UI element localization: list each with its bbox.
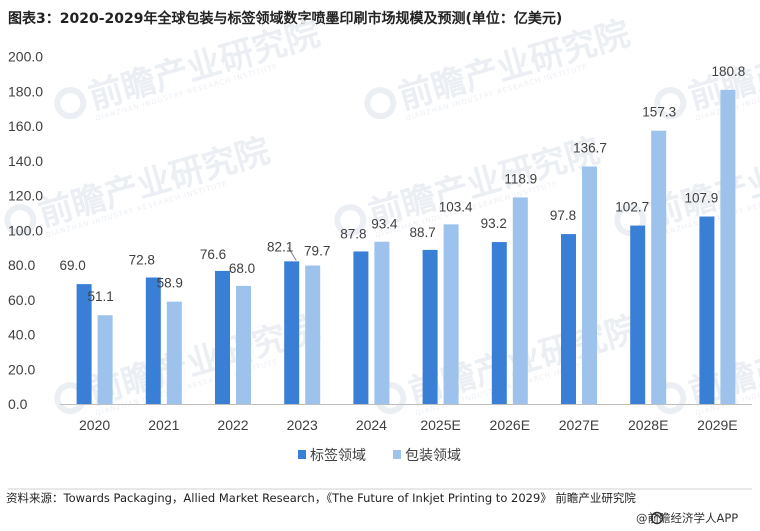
- bar-packaging-domain: [582, 166, 597, 404]
- data-label-packaging-domain: 51.1: [87, 289, 113, 304]
- data-label-label-domain: 72.8: [129, 253, 155, 268]
- y-tick-label: 0.0: [8, 396, 28, 412]
- watermark-circle-icon: [4, 204, 37, 237]
- bar-packaging-domain: [305, 265, 321, 404]
- x-tick-label: 2021: [148, 417, 179, 433]
- y-axis: 0.0 20.0 40.0 60.0 80.0 100.0 120.0 140.0 160.0 1…: [8, 49, 43, 413]
- brand-label: @前瞻经济学人APP: [636, 511, 738, 525]
- bar-packaging-domain: [166, 301, 182, 404]
- y-tick-label: 100.0: [8, 222, 43, 238]
- y-tick-label: 20.0: [8, 361, 35, 377]
- y-tick-label: 180.0: [8, 83, 43, 99]
- data-label-label-domain: 97.8: [550, 208, 576, 223]
- data-label-packaging-domain: 118.9: [504, 171, 537, 186]
- data-label-packaging-domain: 136.7: [573, 140, 607, 155]
- bar-label-domain: [699, 216, 715, 404]
- x-tick-label: 2023: [287, 417, 318, 433]
- bar-packaging-domain: [236, 285, 251, 404]
- data-label-label-domain: 87.8: [340, 226, 366, 241]
- legend-label: 标签领域: [310, 447, 366, 464]
- label-leader-line: [287, 247, 297, 261]
- bar-label-domain: [353, 251, 369, 404]
- y-tick-label: 160.0: [8, 118, 43, 134]
- data-label-packaging-domain: 157.3: [642, 105, 676, 120]
- y-tick-label: 60.0: [8, 292, 35, 308]
- bar-label-domain: [561, 234, 576, 404]
- bar-packaging-domain: [720, 89, 736, 405]
- data-label-label-domain: 107.9: [685, 191, 719, 206]
- brand-logo-icon: [650, 511, 664, 525]
- bar-label-domain: [630, 225, 646, 404]
- bars-layer: [76, 89, 736, 405]
- watermark-circle-icon: [54, 87, 87, 120]
- legend: 标签领域 包装领域: [298, 447, 461, 464]
- y-tick-label: 40.0: [8, 327, 35, 343]
- legend-swatch: [393, 450, 401, 459]
- bar-label-domain: [284, 261, 300, 404]
- data-label-label-domain: 93.2: [481, 216, 507, 231]
- bar-packaging-domain: [97, 315, 113, 404]
- watermark-circle-icon: [334, 204, 367, 237]
- bar-label-domain: [76, 284, 92, 404]
- x-tick-label: 2024: [356, 417, 387, 433]
- y-tick-label: 140.0: [8, 153, 43, 169]
- y-tick-label: 200.0: [8, 49, 43, 65]
- watermark-text: 前瞻产业研究院: [394, 14, 634, 118]
- data-label-packaging-domain: 180.8: [712, 64, 746, 79]
- data-label-packaging-domain: 103.4: [439, 199, 473, 214]
- x-tick-label: 2027E: [559, 417, 599, 433]
- bar-label-domain: [145, 277, 161, 404]
- data-label-packaging-domain: 68.0: [229, 261, 255, 276]
- x-tick-label: 2028E: [628, 417, 668, 433]
- x-tick-label: 2029E: [697, 417, 737, 433]
- data-label-label-domain: 88.7: [409, 225, 435, 240]
- watermark-circle-icon: [364, 87, 397, 120]
- brand-footer: @前瞻经济学人APP: [636, 511, 738, 525]
- x-tick-label: 2026E: [490, 417, 530, 433]
- y-tick-label: 120.0: [8, 188, 43, 204]
- watermark-circle-icon: [654, 87, 687, 120]
- x-tick-label: 2025E: [420, 417, 460, 433]
- chart-title: 图表3：2020-2029年全球包装与标签领域数字喷墨印刷市场规模及预测(单位：…: [8, 10, 562, 27]
- source-note: 资料来源：Towards Packaging，Allied Market Res…: [6, 491, 636, 505]
- legend-swatch: [298, 450, 306, 459]
- data-labels-layer: 69.0 51.1 72.858.9 76.668.0 82.1 79.7 87.8 93.4…: [59, 64, 745, 304]
- data-label-label-domain: 82.1: [267, 239, 293, 254]
- x-tick-label: 2020: [79, 417, 110, 433]
- bar-packaging-domain: [374, 241, 390, 404]
- watermark-text: 前瞻产业研究院: [84, 14, 324, 118]
- x-tick-label: 2022: [217, 417, 248, 433]
- bar-packaging-domain: [512, 197, 528, 404]
- data-label-packaging-domain: 58.9: [157, 276, 183, 291]
- watermark-text: 前瞻产业研究院: [34, 131, 274, 235]
- bar-packaging-domain: [443, 224, 459, 404]
- data-label-packaging-domain: 93.4: [371, 217, 398, 232]
- y-tick-label: 80.0: [8, 257, 35, 273]
- data-label-label-domain: 69.0: [59, 258, 85, 273]
- data-label-label-domain: 102.7: [615, 200, 649, 215]
- legend-label: 包装领域: [405, 448, 461, 464]
- data-label-label-domain: 76.6: [200, 247, 226, 262]
- bar-label-domain: [422, 249, 438, 404]
- brand-logo-mark: [653, 514, 661, 519]
- bar-label-domain: [215, 270, 230, 404]
- data-label-packaging-domain: 79.7: [304, 244, 330, 259]
- bar-packaging-domain: [651, 130, 667, 404]
- bar-label-domain: [491, 242, 507, 404]
- x-axis: 2020 2021 2022 2023 2024 2025E 2026E 2027E 2028E…: [79, 417, 738, 433]
